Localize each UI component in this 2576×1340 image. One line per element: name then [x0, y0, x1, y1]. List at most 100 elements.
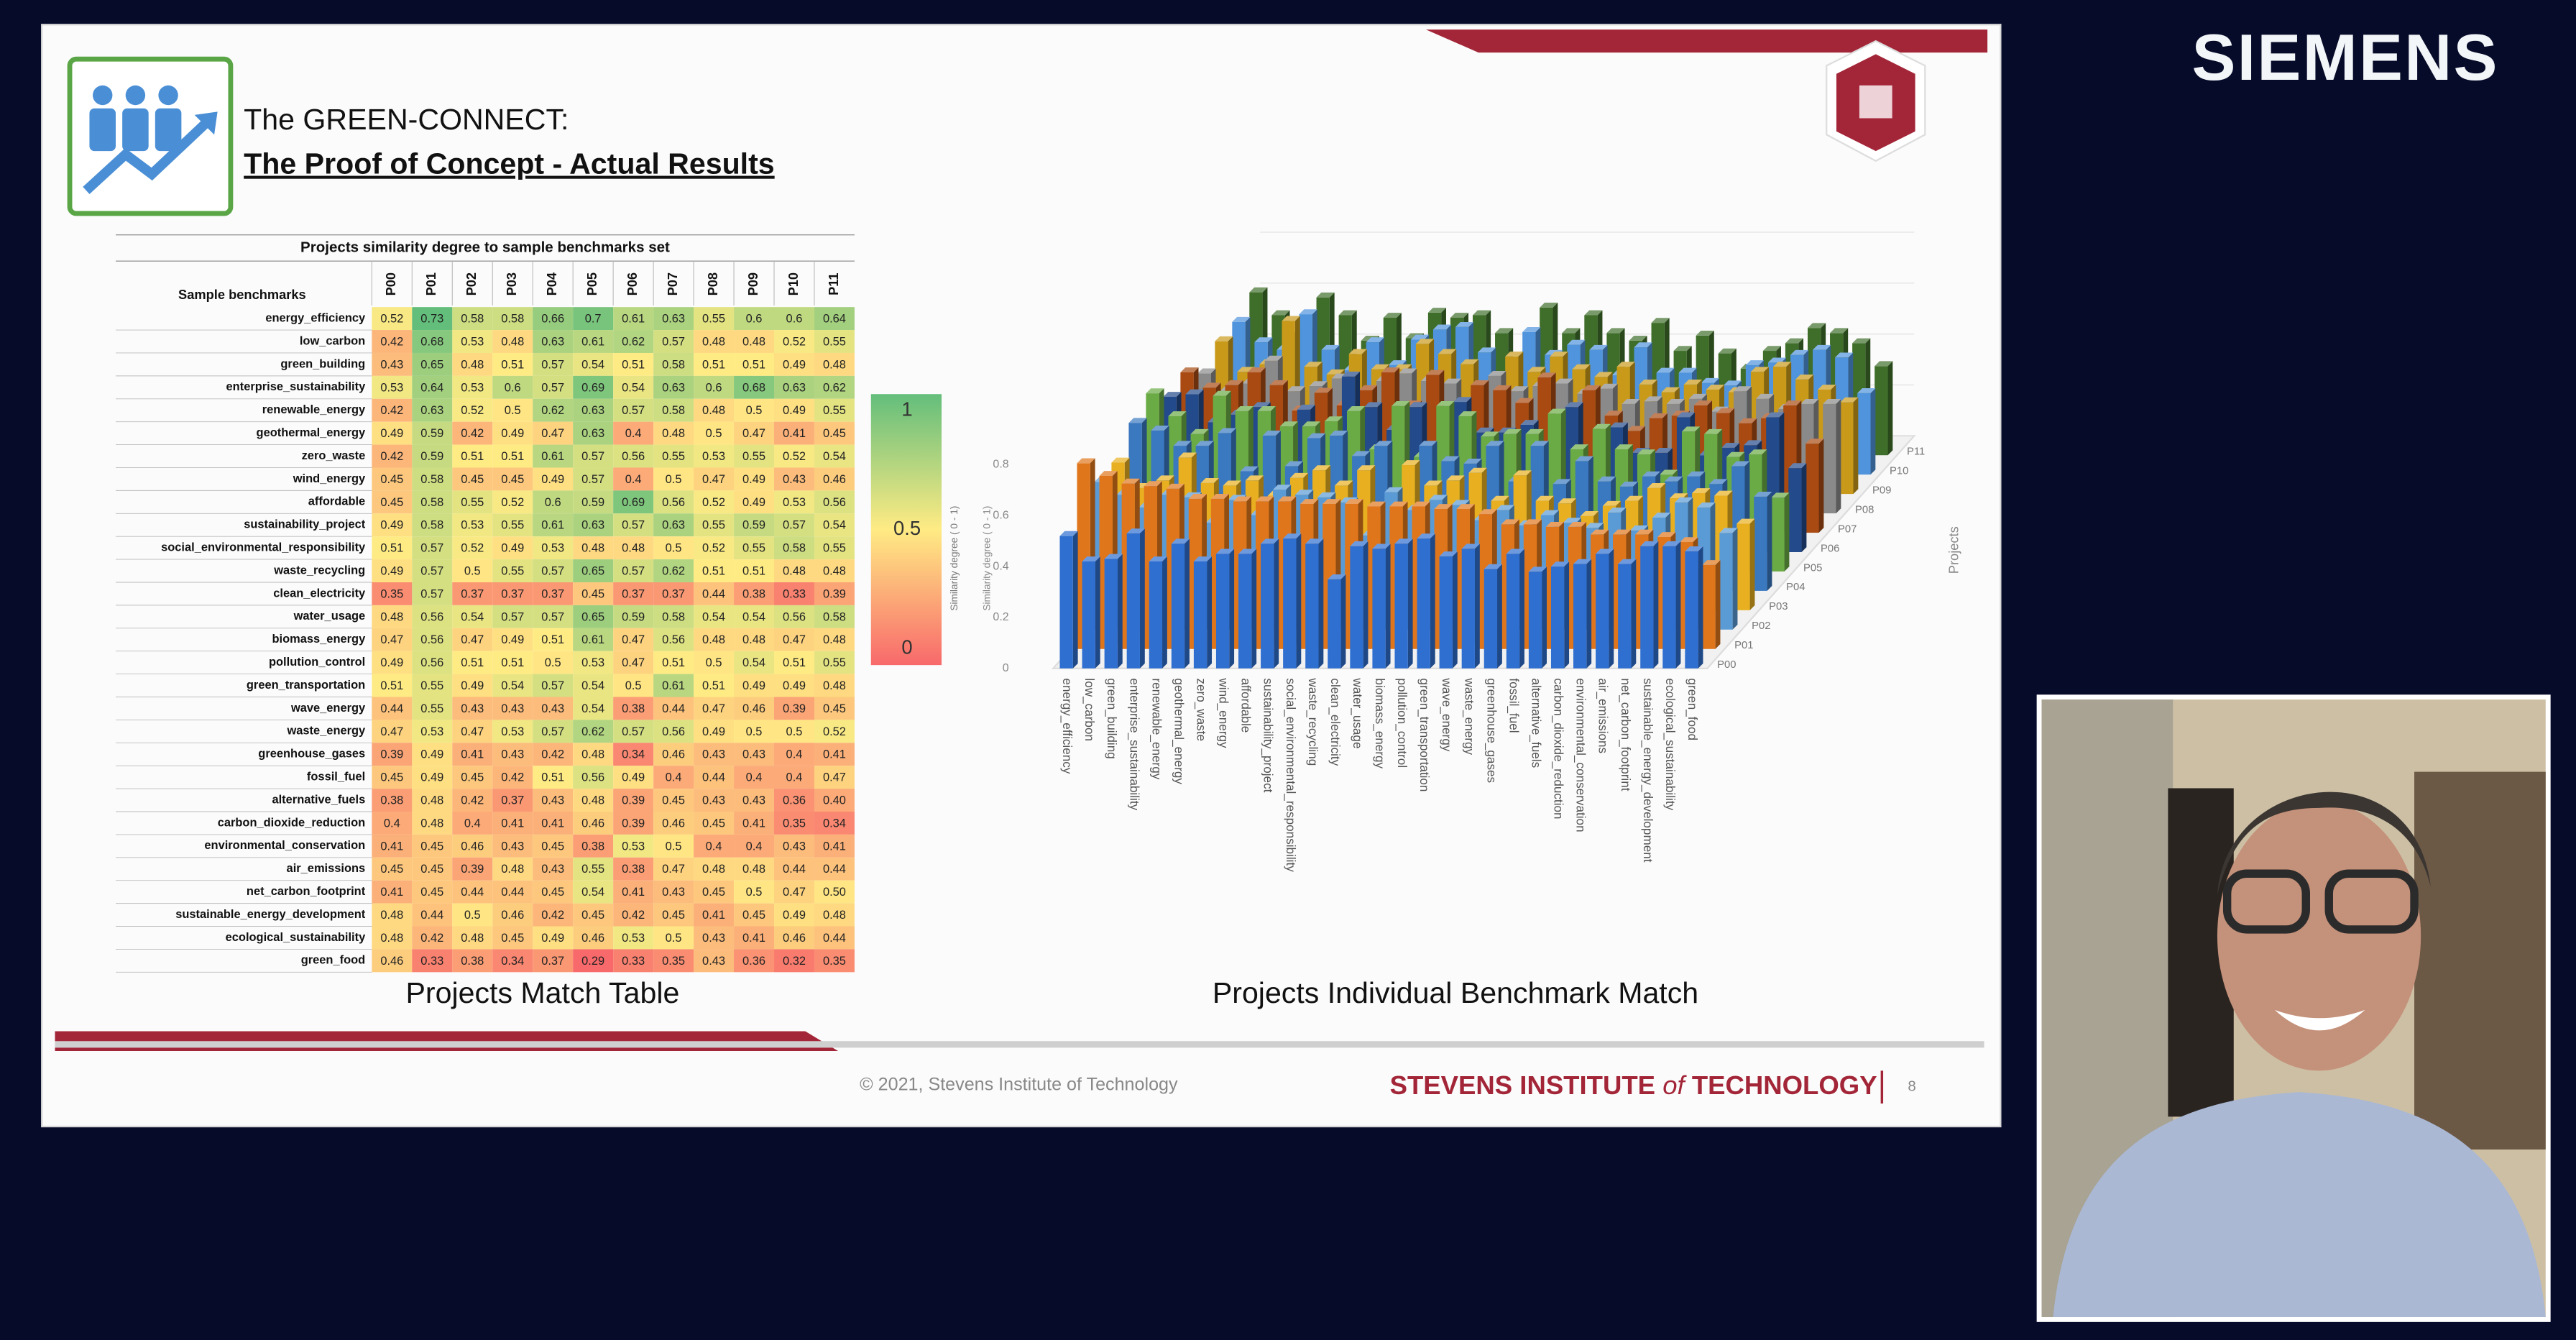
cell-value: 0.48 — [742, 336, 765, 349]
heat-cell — [814, 352, 855, 376]
bar — [1806, 444, 1819, 533]
bar-top — [1151, 425, 1169, 431]
cell-value: 0.38 — [380, 794, 403, 807]
cell-value: 0.53 — [622, 932, 645, 945]
bar-top — [1284, 461, 1304, 467]
cell-value: 0.5 — [746, 725, 763, 738]
cell-value: 0.45 — [380, 771, 403, 784]
cell-value: 0.45 — [742, 909, 765, 922]
heat-cell — [573, 674, 614, 697]
cell-value: 0.54 — [742, 656, 765, 669]
heat-cell — [653, 352, 694, 376]
bar — [1394, 543, 1408, 669]
heat-cell — [694, 766, 735, 789]
bar-side — [1162, 556, 1167, 669]
project-label: P11 — [1907, 446, 1925, 458]
cell-value: 0.53 — [622, 840, 645, 853]
bar-top — [1305, 538, 1324, 544]
cell-value: 0.61 — [622, 313, 645, 326]
heat-cell — [573, 720, 614, 743]
heat-cell — [412, 513, 453, 537]
cell-value: 0.6 — [746, 313, 763, 326]
heat-cell — [452, 559, 493, 582]
cell-value: 0.48 — [823, 358, 846, 371]
row-label: net_carbon_footprint — [247, 885, 366, 898]
bar-top — [1171, 538, 1190, 544]
benchmark-label: clean_electricity — [1328, 678, 1343, 766]
heat-cell — [412, 651, 453, 674]
heat-cell — [814, 926, 855, 950]
bar — [1550, 566, 1565, 669]
bar-top — [1392, 400, 1410, 406]
heat-cell — [412, 903, 453, 927]
bar-top — [1562, 328, 1581, 334]
heat-cell — [412, 812, 453, 835]
bar-top — [1178, 452, 1197, 458]
cell-value: 0.48 — [823, 909, 846, 922]
bar-top — [1739, 418, 1757, 423]
heat-cell — [613, 513, 654, 537]
cell-value: 0.34 — [501, 955, 524, 968]
cell-value: 0.44 — [662, 702, 685, 715]
bar-top — [1857, 388, 1876, 393]
cell-value: 0.47 — [622, 656, 645, 669]
cell-value: 0.45 — [662, 909, 685, 922]
cell-value: 0.4 — [384, 817, 400, 830]
cell-value: 0.49 — [541, 473, 564, 486]
heat-cell — [814, 307, 855, 331]
cell-value: 0.56 — [581, 771, 604, 784]
cell-value: 0.64 — [420, 381, 443, 394]
cell-value: 0.57 — [501, 610, 524, 623]
cell-value: 0.51 — [702, 565, 725, 578]
cell-value: 0.47 — [742, 427, 765, 440]
row-label: green_building — [280, 357, 365, 370]
row-label: affordable — [308, 495, 365, 508]
cell-value: 0.43 — [702, 932, 725, 945]
cell-value: 0.49 — [420, 771, 443, 784]
bar-side — [1887, 361, 1893, 456]
cell-value: 0.53 — [461, 336, 484, 349]
cell-value: 0.4 — [786, 771, 803, 784]
heat-cell — [613, 330, 654, 353]
cell-value: 0.44 — [501, 886, 524, 899]
bar-top — [1278, 496, 1297, 502]
cell-value: 0.43 — [380, 358, 403, 371]
cell-value: 0.42 — [541, 909, 564, 922]
row-label: green_food — [301, 954, 366, 967]
cell-value: 0.53 — [702, 450, 725, 463]
cell-value: 0.48 — [783, 565, 806, 578]
bar-top — [1197, 368, 1216, 374]
heat-cell — [492, 697, 533, 720]
heat-cell — [533, 513, 574, 537]
heat-cell — [372, 949, 413, 973]
cell-value: 0.51 — [622, 358, 645, 371]
heat-cell — [492, 903, 533, 927]
cell-value: 0.49 — [420, 748, 443, 761]
heat-cell — [694, 834, 735, 858]
institute-name: STEVENS INSTITUTE of TECHNOLOGY — [1390, 1070, 1877, 1100]
heat-cell — [452, 375, 493, 399]
heat-cell — [814, 330, 855, 353]
cell-value: 0.39 — [380, 748, 403, 761]
bar — [1857, 393, 1871, 475]
heat-cell — [573, 559, 614, 582]
bar-top — [1785, 338, 1804, 344]
bar-top — [1299, 309, 1317, 315]
bar-top — [1503, 428, 1522, 434]
legend-label: 1 — [901, 398, 912, 420]
bar-top — [1558, 498, 1576, 504]
cell-value: 0.65 — [581, 610, 604, 623]
cell-value: 0.54 — [823, 519, 846, 532]
heat-cell — [814, 903, 855, 927]
bar — [1754, 496, 1767, 591]
cell-value: 0.34 — [622, 748, 645, 761]
heat-cell — [452, 352, 493, 376]
legend-label: 0.5 — [893, 517, 921, 539]
bar-top — [1687, 471, 1706, 477]
cell-value: 0.58 — [461, 313, 484, 326]
heat-cell — [452, 421, 493, 445]
cell-value: 0.46 — [742, 702, 765, 715]
bar-top — [1338, 310, 1357, 316]
heat-cell — [412, 766, 453, 789]
heat-cell — [372, 467, 413, 491]
